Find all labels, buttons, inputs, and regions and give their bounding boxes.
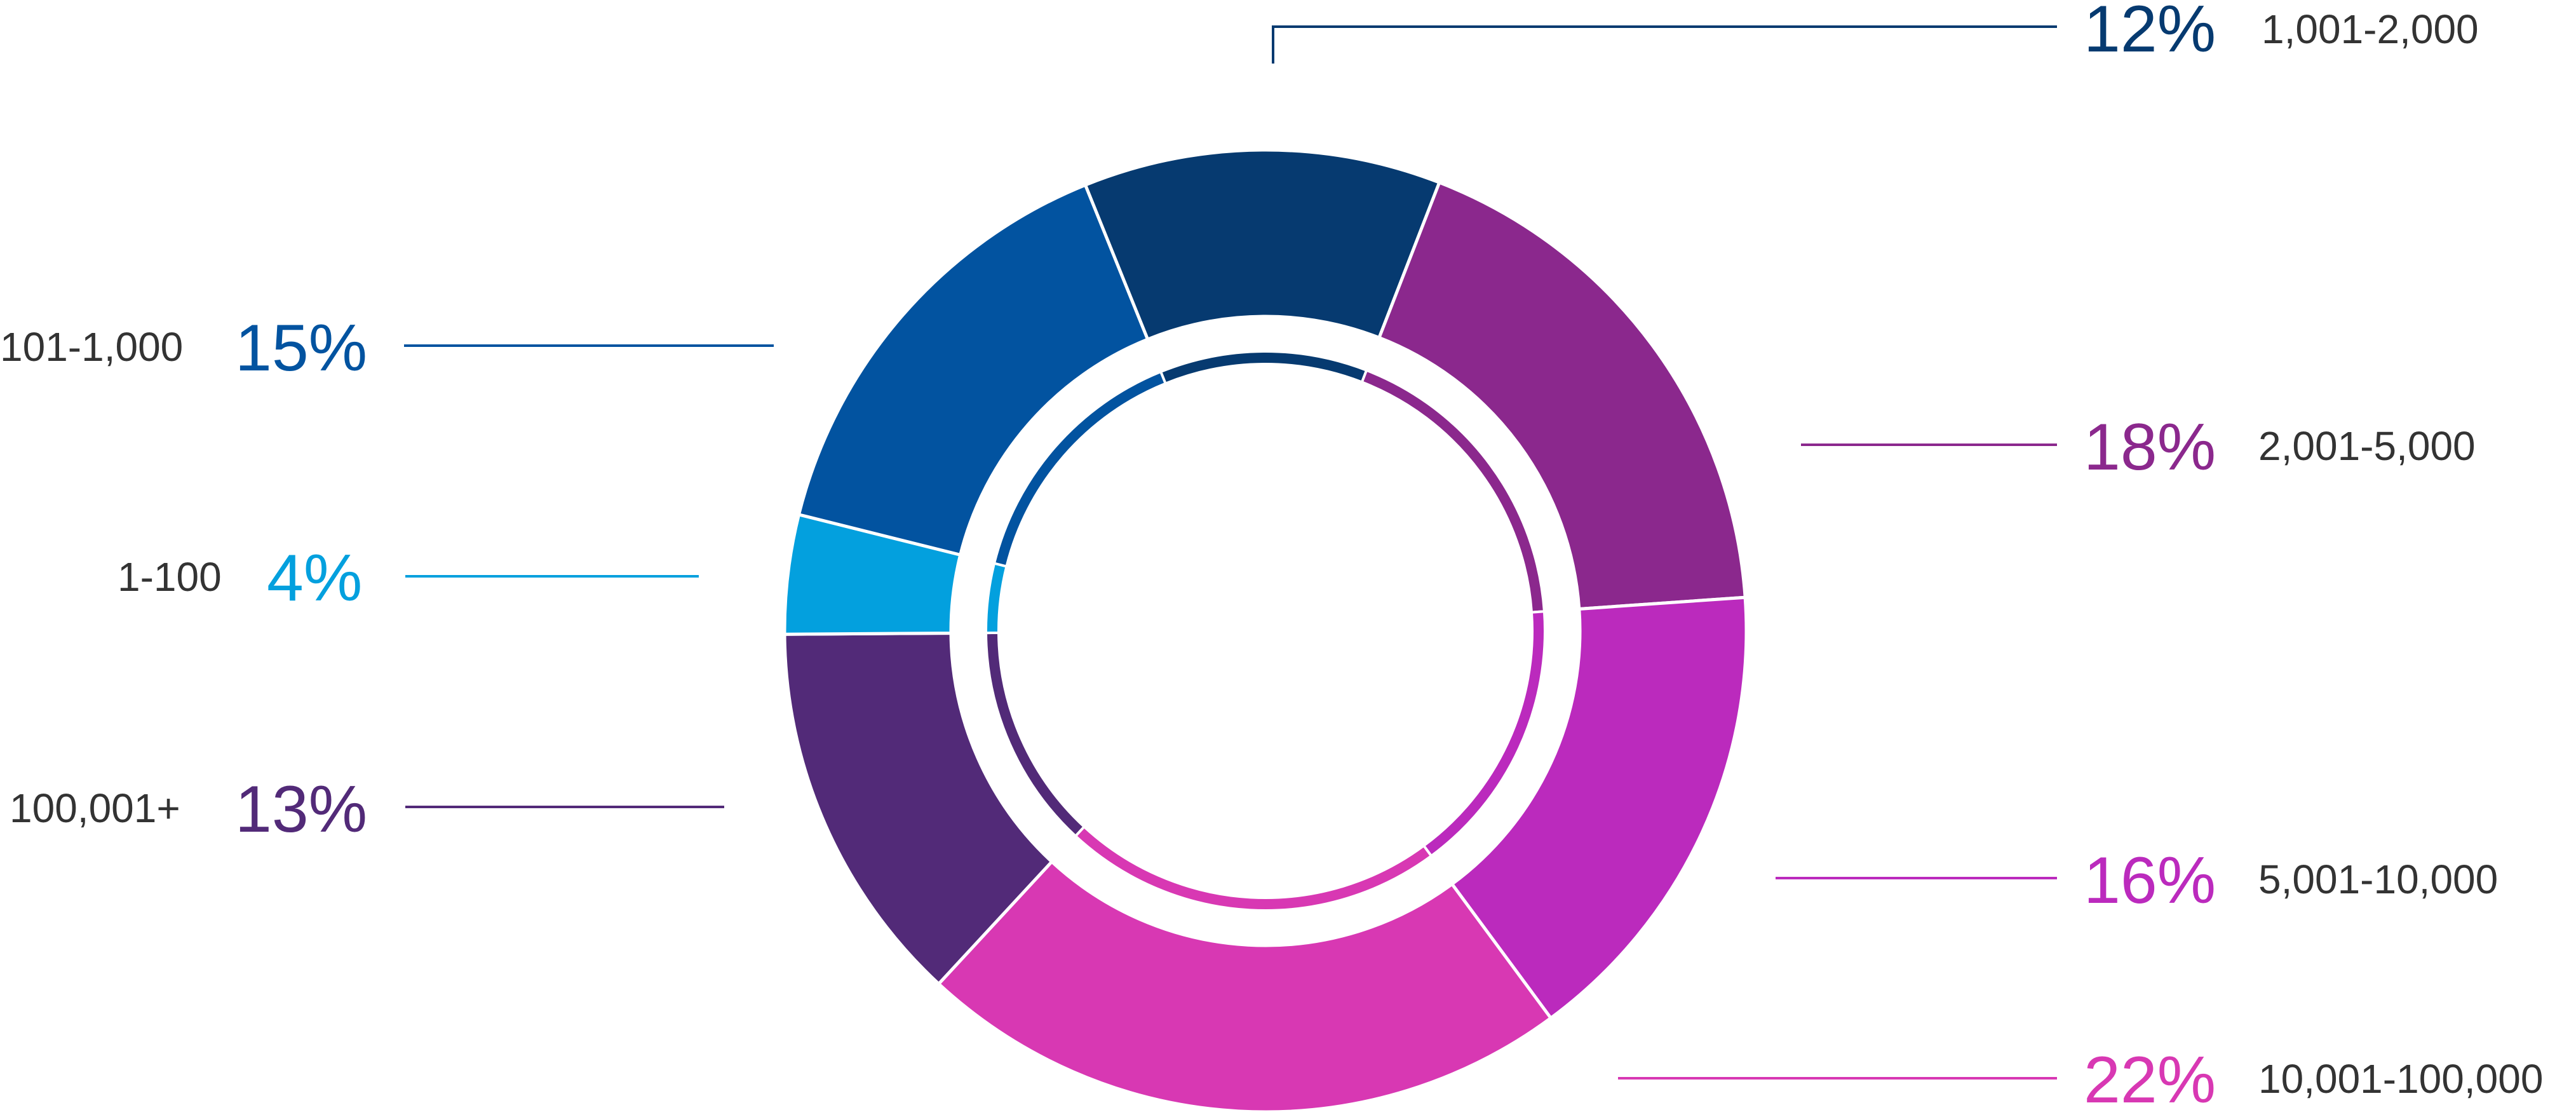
category-label-1-100: 1-100 (118, 554, 222, 600)
leader-line-1001-2000-vertical (1272, 25, 1274, 64)
category-label-2001-5000: 2,001-5,000 (2258, 423, 2476, 469)
category-label-100001plus: 100,001+ (10, 785, 180, 831)
pct-label-1-100: 4% (267, 541, 363, 615)
pct-label-2001-5000: 18% (2084, 410, 2216, 484)
donut-slice-10001100000-outer (936, 859, 1553, 1114)
category-label-10001-100000: 10,001-100,000 (2258, 1056, 2544, 1102)
leader-line-10001-100000 (1618, 1077, 2057, 1080)
donut-slice-20015000-outer (1377, 180, 1747, 611)
pct-label-101-1000: 15% (235, 311, 368, 385)
pct-label-10001-100000: 22% (2084, 1043, 2216, 1117)
leader-line-5001-10000 (1776, 877, 2057, 879)
donut-slice-1100-inner (985, 562, 1008, 635)
donut-slice-100001plus-outer (783, 631, 1055, 986)
leader-line-1001-2000 (1272, 25, 2057, 28)
donut-slice-1011000-outer (797, 182, 1150, 557)
pct-label-1001-2000: 12% (2084, 0, 2216, 66)
pct-label-5001-10000: 16% (2084, 844, 2216, 917)
leader-line-2001-5000 (1801, 443, 2057, 446)
pct-label-100001plus: 13% (235, 773, 368, 846)
category-label-1001-2000: 1,001-2,000 (2262, 6, 2479, 52)
category-label-101-1000: 101-1,000 (0, 324, 184, 370)
category-label-5001-10000: 5,001-10,000 (2258, 856, 2498, 902)
donut-slice-10012000-inner (1159, 350, 1368, 386)
donut-slice-500110000-outer (1450, 595, 1748, 1020)
donut-slice-10012000-outer (1083, 148, 1441, 342)
donut-slice-10001100000-inner (1074, 825, 1433, 912)
leader-line-101-1000 (404, 344, 774, 347)
leader-line-1-100 (405, 575, 699, 578)
leader-line-100001plus (405, 806, 724, 808)
donut-slice-1011000-inner (992, 370, 1168, 568)
